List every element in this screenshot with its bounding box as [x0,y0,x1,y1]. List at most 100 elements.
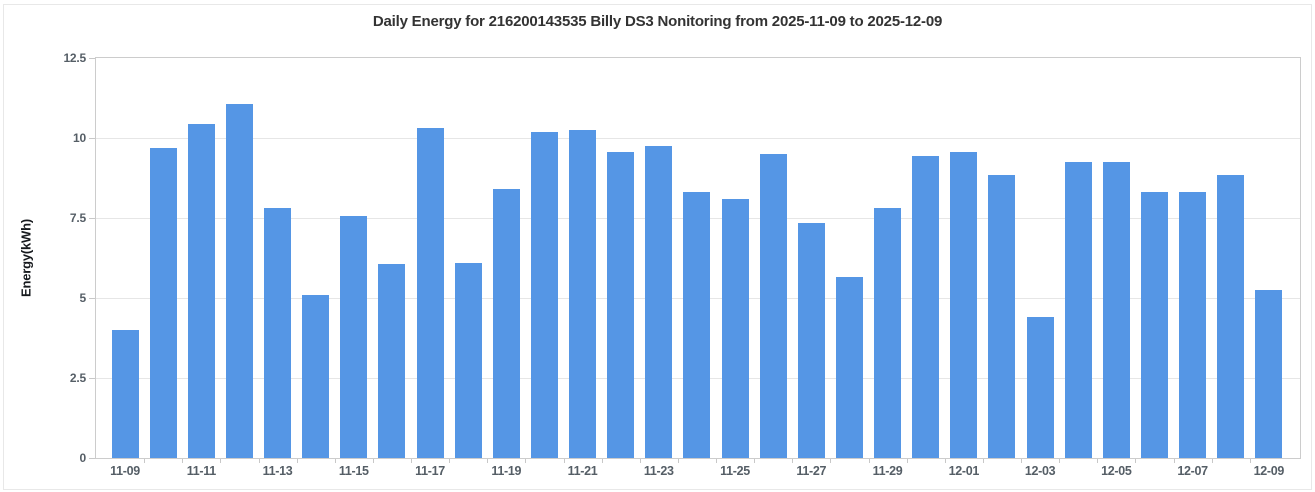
bar-slot [1097,58,1135,458]
x-tick-mark [1173,459,1175,463]
bar-slot [792,58,830,458]
x-tick-mark [830,459,832,463]
bar-slot [297,58,335,458]
bar[interactable] [759,154,787,458]
x-tick-label: 12-07 [1177,464,1208,478]
x-tick-mark [525,459,527,463]
bar-slot [564,58,602,458]
x-tick-mark [411,459,413,463]
plot-area [95,57,1301,459]
bar-slot [182,58,220,458]
bar-slot [373,58,411,458]
x-tick-mark [1135,459,1137,463]
bar[interactable] [569,130,597,458]
bar[interactable] [264,208,292,458]
y-tick-label: 2.5 [69,371,86,385]
bar[interactable] [1026,317,1054,458]
bar[interactable] [416,128,444,458]
bar[interactable] [378,264,406,458]
bar[interactable] [302,294,330,458]
bar-slot [1250,58,1288,458]
x-axis-labels: 11-09 11-11 11-13 11-15 11-17 11-19 11-21 11-23… [96,464,1300,479]
x-tick-label [1059,464,1097,479]
bar[interactable] [340,216,368,458]
bar[interactable] [874,208,902,458]
bar-slot [335,58,373,458]
bar-slot [1135,58,1173,458]
y-tick-mark [89,298,95,299]
bar-slot [106,58,144,458]
bar[interactable] [1255,290,1283,458]
bar[interactable] [1140,192,1168,458]
bar[interactable] [988,174,1016,458]
bar[interactable] [950,152,978,458]
x-tick-mark [716,459,718,463]
x-tick-mark [1059,459,1061,463]
y-tick-label: 10 [73,131,86,145]
bar-slot [869,58,907,458]
bar-slot [1174,58,1212,458]
x-tick-label [220,464,258,479]
x-tick-label [373,464,411,479]
x-tick-label [449,464,487,479]
x-tick-label: 11-29 [872,464,903,478]
y-tick-label: 0 [79,451,87,465]
bar[interactable] [530,131,558,458]
x-tick-mark [792,459,794,463]
bar-slot [220,58,258,458]
x-tick-mark [487,459,489,463]
x-tick-mark [1211,459,1213,463]
bar-slot [1059,58,1097,458]
bar[interactable] [1102,162,1130,458]
bar[interactable] [607,152,635,458]
x-tick-mark [944,459,946,463]
bar[interactable] [149,147,177,458]
x-tick-label: 11-23 [643,464,674,478]
x-tick-label [602,464,640,479]
y-tick-label: 12.5 [63,51,86,65]
bar-slot [945,58,983,458]
bar[interactable] [835,277,863,458]
y-tick-mark [89,138,95,139]
bar-slot [1021,58,1059,458]
bar[interactable] [492,189,520,458]
bar-slot [640,58,678,458]
x-tick-mark [677,459,679,463]
x-tick-label: 11-25 [720,464,750,478]
bar[interactable] [225,104,253,458]
bar-slot [144,58,182,458]
x-tick-label: 12-01 [948,464,980,478]
bar[interactable] [645,146,673,458]
bar[interactable] [721,198,749,458]
x-tick-label: 11-13 [262,464,293,478]
bar-slot [449,58,487,458]
bar[interactable] [912,155,940,458]
x-tick-label: 11-15 [338,464,369,478]
x-tick-mark [372,459,374,463]
bar[interactable] [111,330,139,458]
bar-slot [602,58,640,458]
x-tick-mark [1097,459,1099,463]
x-tick-mark [258,459,260,463]
x-tick-mark [449,459,451,463]
x-tick-label: 11-11 [186,464,216,478]
bar[interactable] [1179,192,1207,458]
bar-slot [259,58,297,458]
bar[interactable] [1217,174,1245,458]
y-tick-mark [89,58,95,59]
bar[interactable] [797,222,825,458]
bar[interactable] [454,262,482,458]
x-tick-label [1135,464,1173,479]
bar[interactable] [683,192,711,458]
bar[interactable] [1064,162,1092,458]
x-tick-mark [182,459,184,463]
bar-slot [487,58,525,458]
x-tick-mark [639,459,641,463]
bars-layer [96,58,1300,458]
x-tick-mark [1021,459,1023,463]
y-tick-label: 7.5 [69,211,86,225]
x-tick-mark [601,459,603,463]
x-tick-label: 11-17 [415,464,445,478]
bar[interactable] [187,123,215,458]
